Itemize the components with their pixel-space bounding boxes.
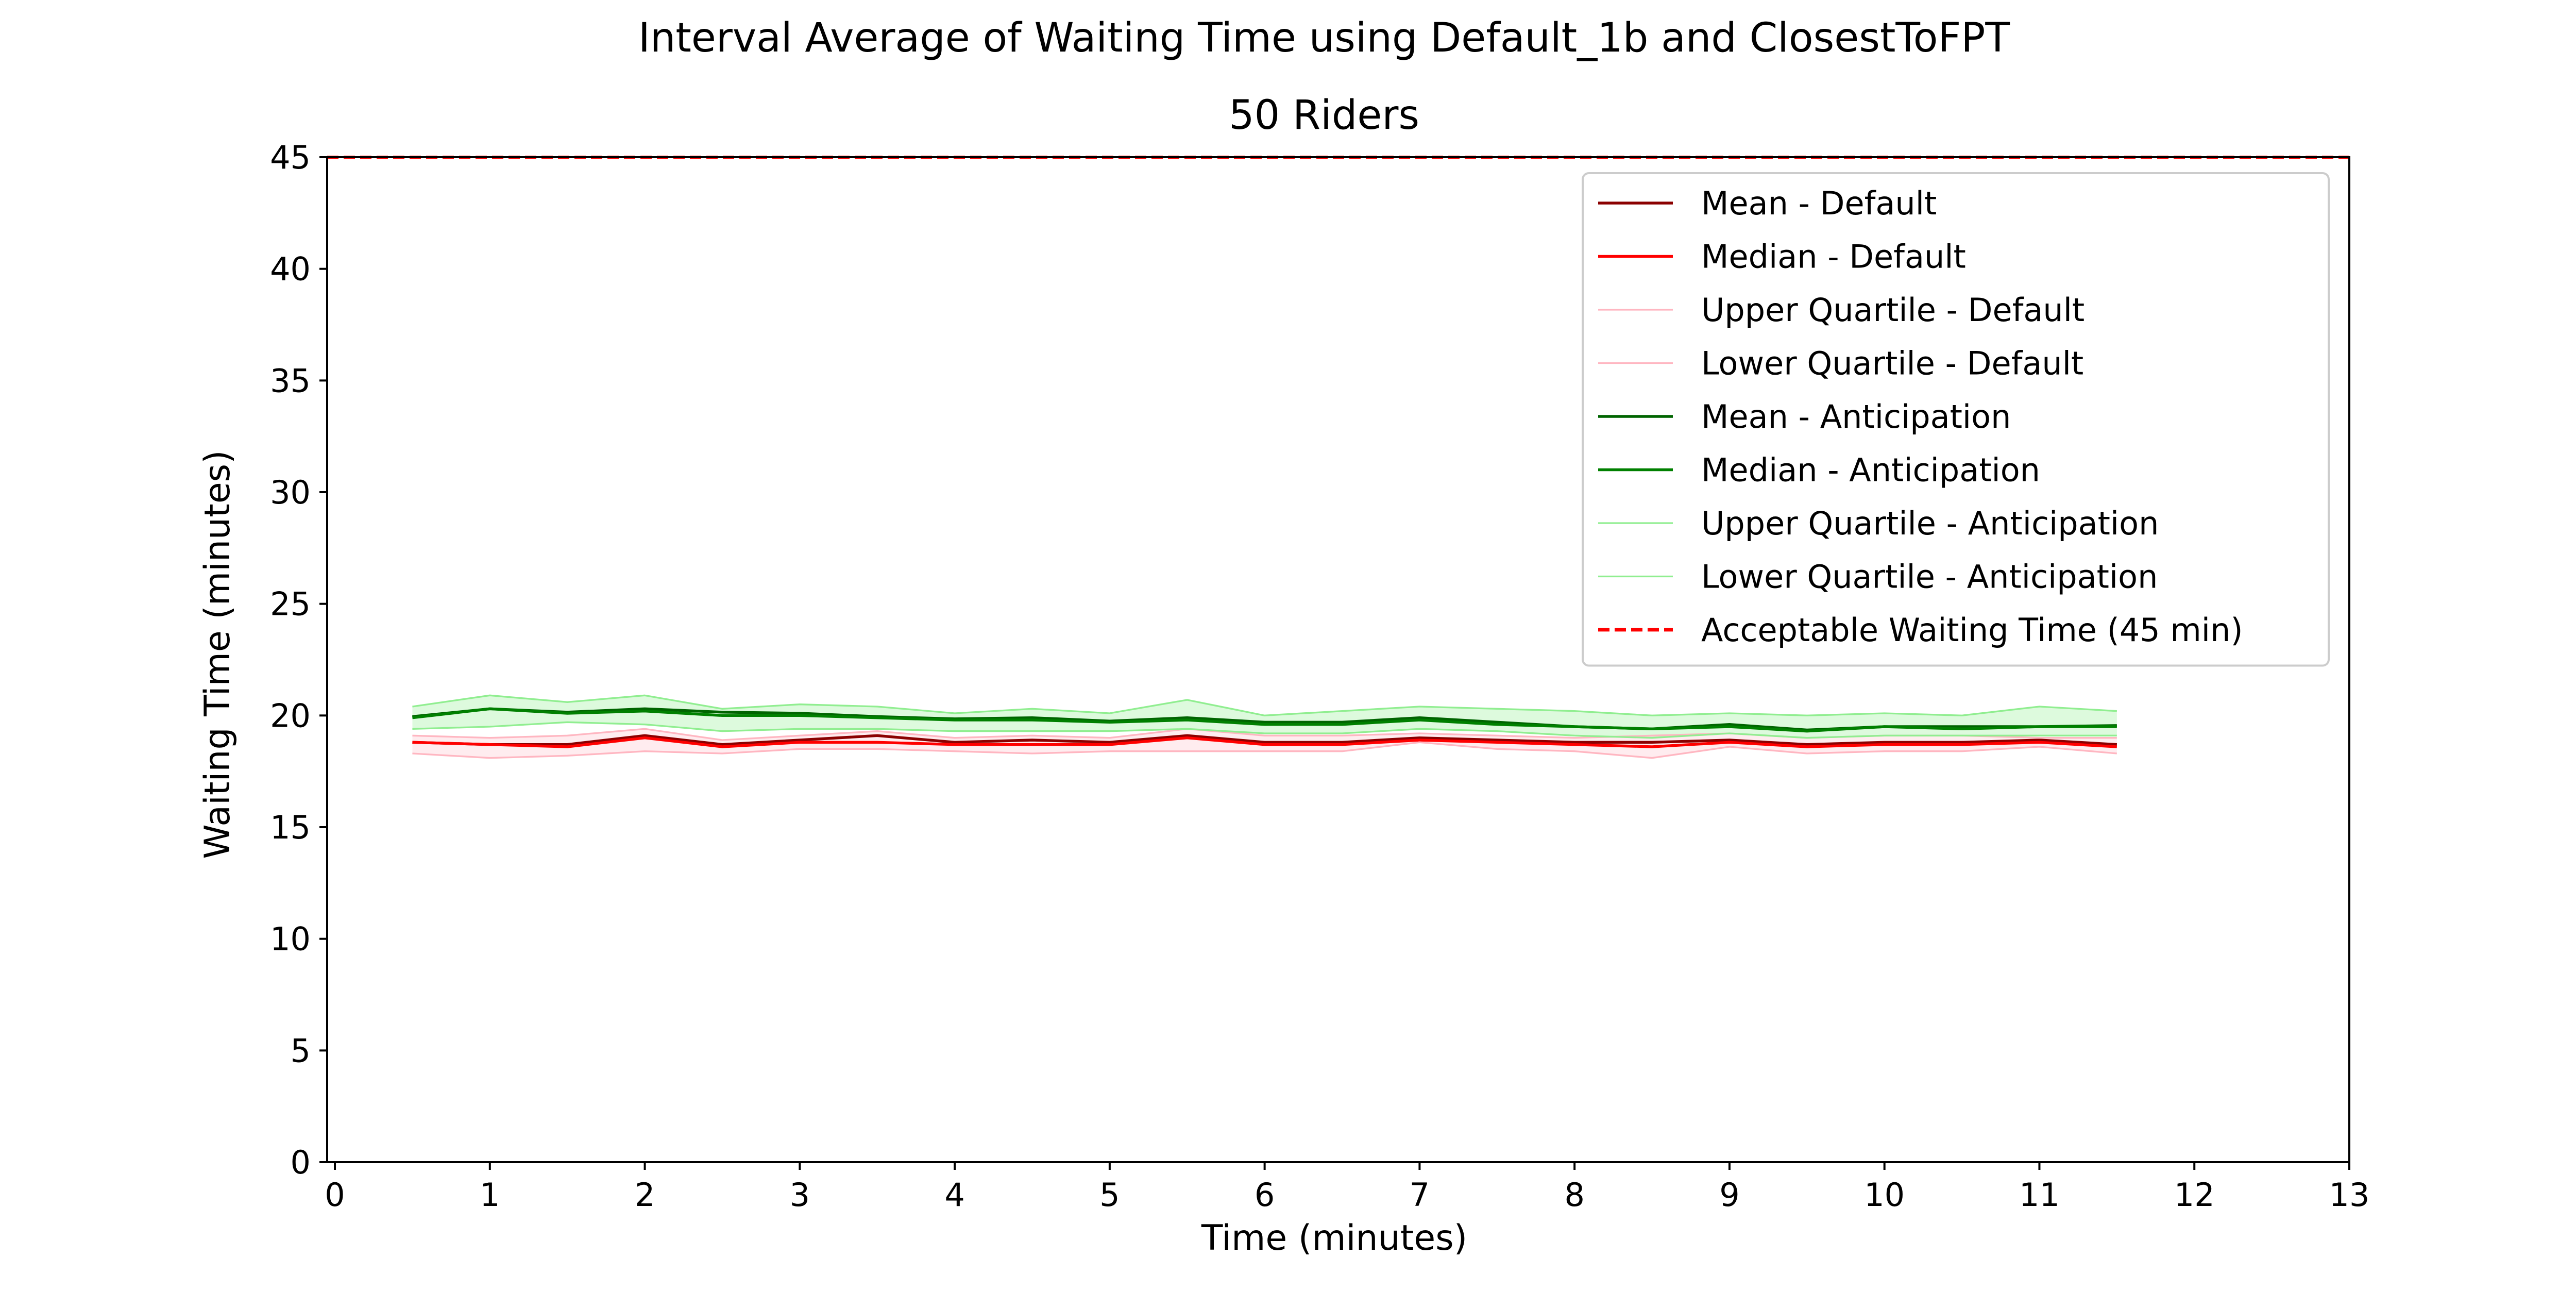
legend-label: Median - Anticipation (1701, 451, 2040, 489)
x-tick-label: 12 (2174, 1176, 2215, 1214)
legend-label: Median - Default (1701, 238, 1966, 276)
legend-label: Upper Quartile - Default (1701, 291, 2084, 329)
x-tick-label: 10 (1864, 1176, 1905, 1214)
x-tick-label: 3 (790, 1176, 810, 1214)
x-tick-label: 11 (2019, 1176, 2060, 1214)
legend-label: Mean - Default (1701, 185, 1937, 222)
x-axis-label: Time (minutes) (1201, 1218, 1467, 1259)
series-line-8 (412, 721, 2117, 739)
series-line-7 (412, 694, 2117, 717)
legend-label: Lower Quartile - Default (1701, 345, 2083, 382)
axes-frame (326, 156, 2350, 1163)
y-tick-label: 20 (270, 697, 311, 734)
y-tick-label: 0 (291, 1144, 311, 1181)
legend-box (1582, 172, 2330, 667)
series-line-2 (412, 736, 2117, 748)
y-tick-label: 15 (270, 809, 311, 846)
series-line-1 (412, 734, 2117, 746)
legend-label: Acceptable Waiting Time (45 min) (1701, 611, 2243, 649)
chart-subtitle: 50 Riders (1229, 92, 1419, 139)
x-tick-label: 4 (944, 1176, 964, 1214)
x-tick-label: 2 (635, 1176, 655, 1214)
legend-label: Upper Quartile - Anticipation (1701, 505, 2159, 542)
x-tick-label: 13 (2329, 1176, 2370, 1214)
y-tick-label: 25 (270, 585, 311, 623)
y-tick-label: 45 (270, 139, 311, 176)
x-tick-label: 5 (1099, 1176, 1120, 1214)
x-tick-label: 1 (480, 1176, 500, 1214)
legend: Mean - Default Median - Default Upper Quar… (1582, 172, 2330, 667)
x-tick-label: 9 (1719, 1176, 1739, 1214)
y-tick-label: 35 (270, 362, 311, 399)
legend-label: Lower Quartile - Anticipation (1701, 558, 2158, 596)
series-line-4 (412, 741, 2117, 759)
legend-label: Mean - Anticipation (1701, 398, 2011, 435)
x-tick-label: 7 (1410, 1176, 1430, 1214)
y-tick-label: 40 (270, 250, 311, 288)
chart-title: Interval Average of Waiting Time using D… (638, 15, 2010, 61)
x-tick-label: 0 (325, 1176, 345, 1214)
y-axis-label: Waiting Time (minutes) (197, 450, 238, 859)
x-tick-label: 6 (1255, 1176, 1275, 1214)
y-tick-label: 5 (291, 1032, 311, 1069)
y-tick-label: 10 (270, 920, 311, 958)
y-tick-label: 30 (270, 474, 311, 511)
x-tick-label: 8 (1564, 1176, 1584, 1214)
series-line-6 (412, 707, 2117, 733)
